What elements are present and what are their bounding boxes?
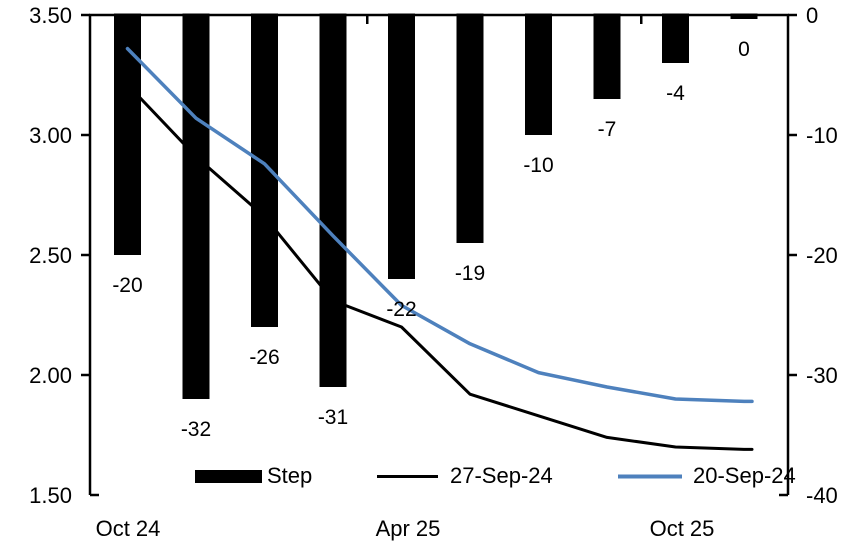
bar-data-label: -22 — [386, 298, 416, 321]
bar-data-label: -32 — [181, 418, 211, 441]
line-27-Sep-24 — [126, 83, 754, 451]
x-axis-labels: Oct 24 Apr 25 Oct 25 — [96, 516, 715, 541]
left-axis-tick-labels: 3.50 3.00 2.50 2.00 1.50 — [29, 3, 72, 508]
step-bar — [319, 13, 347, 387]
step-bar — [388, 13, 415, 279]
bar-data-label: -20 — [112, 274, 142, 297]
legend-label-step: Step — [267, 463, 312, 488]
bar-data-label: -19 — [455, 262, 485, 285]
x-axis-label: Oct 24 — [96, 516, 161, 541]
bar-series-step — [114, 13, 758, 399]
legend-swatch-step — [195, 470, 262, 483]
step-bar — [114, 13, 141, 255]
bar-data-label: -31 — [318, 406, 348, 429]
step-bar — [182, 13, 210, 399]
right-axis-tick-label: -20 — [806, 243, 838, 268]
bar-data-label: -10 — [523, 154, 553, 177]
bar-data-labels: -20 -32 -26 -31 -22 -19 -10 -7 -4 0 — [112, 38, 750, 441]
line-20-Sep-24 — [125, 46, 754, 404]
step-bar — [593, 13, 621, 99]
step-bar — [662, 13, 689, 63]
line-series-group — [125, 46, 754, 451]
axes — [81, 13, 797, 497]
right-axis-tick-label: -10 — [806, 123, 838, 148]
left-axis-tick-label: 2.50 — [29, 243, 72, 268]
legend-label-20-sep: 20-Sep-24 — [693, 463, 796, 488]
bar-data-label: -7 — [598, 118, 617, 141]
bar-data-label: -4 — [666, 82, 685, 105]
left-axis-tick-label: 1.50 — [29, 483, 72, 508]
legend-label-27-sep: 27-Sep-24 — [450, 463, 553, 488]
left-axis-tick-label: 2.00 — [29, 363, 72, 388]
left-axis-tick-label: 3.00 — [29, 123, 72, 148]
x-axis-label: Apr 25 — [376, 516, 441, 541]
step-bar — [525, 13, 552, 135]
step-bar — [251, 13, 278, 327]
x-axis-label: Oct 25 — [650, 516, 715, 541]
right-axis-tick-labels: 0 -10 -20 -30 -40 — [806, 3, 838, 508]
step-bar — [456, 13, 484, 243]
legend: Step 27-Sep-24 20-Sep-24 — [195, 463, 796, 488]
right-axis-tick-label: -30 — [806, 363, 838, 388]
bar-data-label: 0 — [738, 38, 750, 61]
left-axis-tick-label: 3.50 — [29, 3, 72, 28]
right-axis-tick-label: -40 — [806, 483, 838, 508]
right-axis-tick-label: 0 — [806, 3, 818, 28]
bar-data-label: -26 — [249, 346, 279, 369]
